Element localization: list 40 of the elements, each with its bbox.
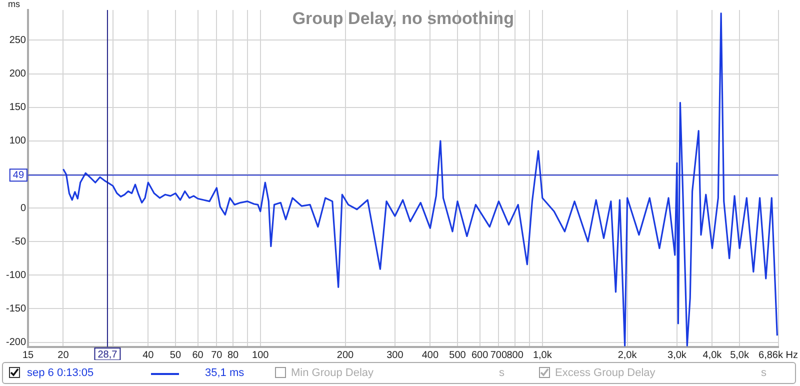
text: s [761,367,766,379]
y-tick-label: 200 [9,68,26,80]
x-tick-label: 600 [471,350,489,361]
y-tick-label: 150 [9,102,26,114]
x-tick-label: 5,0k [730,350,750,361]
text: 35,1 ms [205,367,244,379]
y-tick-label: 100 [9,136,26,147]
x-tick-label: 50 [170,350,182,361]
text: Min Group Delay [291,367,374,379]
text: s [499,367,504,379]
ref-line-label: 49 [12,170,24,181]
chart-title: Group Delay, no smoothing [292,9,514,28]
x-tick-label: 200 [336,350,354,361]
y-tick-label: -100 [6,270,26,281]
y-tick-label: -50 [12,236,26,248]
x-tick-label: 80 [227,350,240,361]
x-tick-label: 300 [386,350,404,361]
text: Excess Group Delay [555,367,656,379]
x-tick-label: 6,86k Hz [758,350,798,361]
x-tick-label: 500 [449,350,466,361]
x-tick-label: 20 [58,350,70,361]
y-tick-label: -200 [6,337,26,348]
x-tick-label: 2,0k [618,350,638,361]
x-tick-label: 100 [252,350,270,361]
x-tick-label: 700 [490,350,508,361]
y-axis-title: ms [8,0,20,9]
x-tick-label: 800 [506,350,524,361]
x-tick-label: 3,0k [668,350,688,361]
x-tick-label: 15 [22,350,34,361]
y-tick-label: 250 [9,34,26,46]
x-tick-label: 40 [142,350,154,361]
x-tick-label: 1,0k [532,350,553,361]
text: sep 6 0:13:05 [27,367,94,379]
y-tick-label: 0 [20,202,26,214]
ref-line-label: 28,7 [98,349,118,360]
x-tick-label: 60 [192,350,204,361]
x-tick-label: 400 [422,350,439,361]
x-tick-label: 4,0k [702,350,723,361]
y-tick-label: -150 [6,303,26,314]
x-tick-label: 70 [211,350,223,361]
